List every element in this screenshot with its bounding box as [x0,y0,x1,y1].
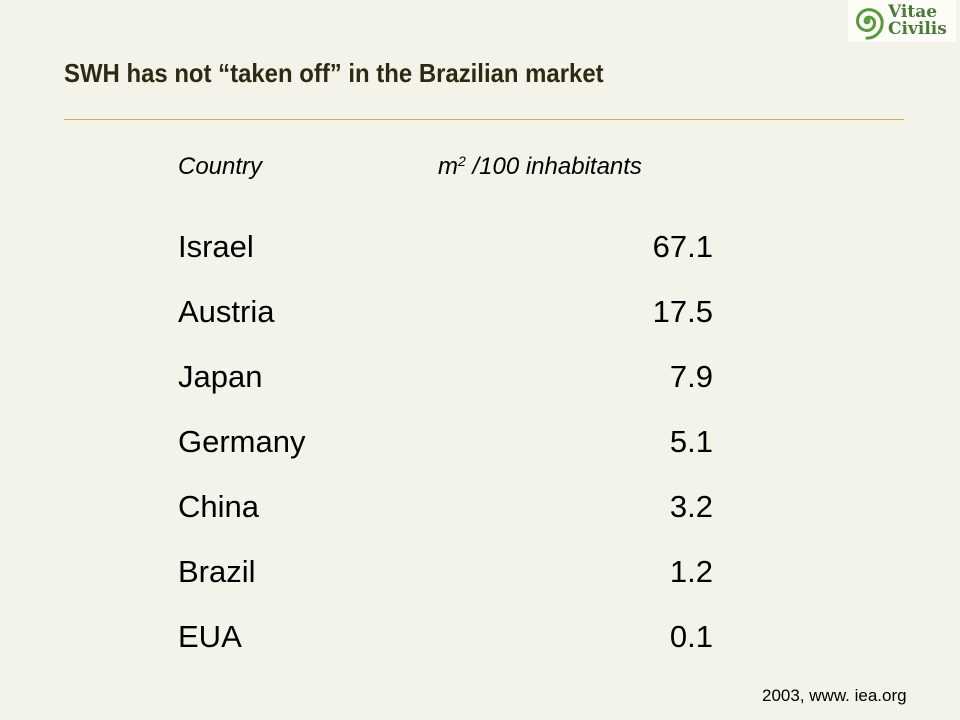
country-cell: Austria [178,293,275,329]
column-header-country: Country [178,153,263,180]
page-title: SWH has not “taken off” in the Brazilian… [64,58,604,88]
table-row: Japan 7.9 [178,344,713,409]
table-row: EUA 0.1 [178,604,713,669]
logo-wordmark: Vitae Civilis [886,4,947,38]
unit-suffix: /100 inhabitants [465,153,642,180]
spiral-icon [848,2,886,40]
table-row: Austria 17.5 [178,279,713,344]
value-cell: 1.2 [669,553,713,589]
value-cell: 5.1 [669,423,713,459]
table-row: Israel 67.1 [178,214,713,279]
country-cell: China [178,488,259,524]
data-table: Israel 67.1 Austria 17.5 Japan 7.9 Germa… [178,214,713,669]
value-cell: 17.5 [652,293,713,329]
country-cell: Germany [178,423,306,459]
unit-superscript: 2 [458,153,466,169]
title-divider [64,119,904,120]
country-cell: Japan [178,358,263,394]
value-cell: 67.1 [652,228,713,264]
source-note: 2003, www. iea.org [762,686,907,705]
table-row: Brazil 1.2 [178,539,713,604]
table-row: China 3.2 [178,474,713,539]
logo-line-1: Vitae [888,2,938,22]
value-cell: 3.2 [669,488,713,524]
country-cell: EUA [178,618,242,654]
logo: Vitae Civilis [848,0,956,42]
unit-prefix: m [438,153,458,180]
value-cell: 0.1 [669,618,713,654]
country-cell: Brazil [178,553,256,589]
table-row: Germany 5.1 [178,409,713,474]
country-cell: Israel [178,228,254,264]
logo-line-2: Civilis [888,19,947,39]
column-header-unit: m2 /100 inhabitants [438,153,642,181]
value-cell: 7.9 [669,358,713,394]
